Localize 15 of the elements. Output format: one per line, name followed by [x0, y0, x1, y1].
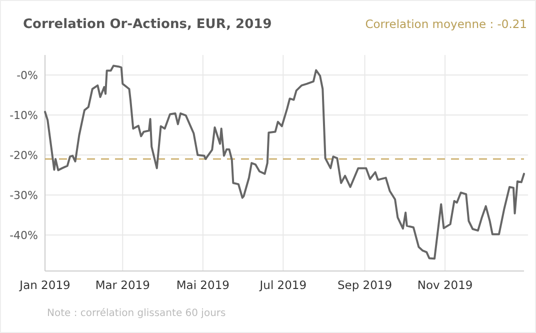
x-tick-label: Jan 2019	[18, 278, 70, 292]
x-tick-label: Jul 2019	[258, 278, 307, 292]
x-tick-label: Mai 2019	[176, 278, 230, 292]
chart-title: Correlation Or-Actions, EUR, 2019	[23, 17, 272, 32]
x-tick-label: Nov 2019	[417, 278, 473, 292]
y-tick-label: -0%	[16, 68, 38, 82]
y-tick-label: -30%	[10, 188, 38, 202]
y-tick-label: -20%	[10, 148, 38, 162]
y-tick-label: -40%	[10, 228, 38, 242]
line-series	[44, 64, 525, 260]
y-tick-label: -10%	[10, 108, 38, 122]
text: Note : corrélation glissante 60 jours	[47, 308, 226, 319]
x-tick-label: Sep 2019	[337, 278, 392, 292]
x-tick-label: Mar 2019	[95, 278, 150, 292]
chart-subtitle: Correlation moyenne : -0.21	[365, 17, 527, 31]
